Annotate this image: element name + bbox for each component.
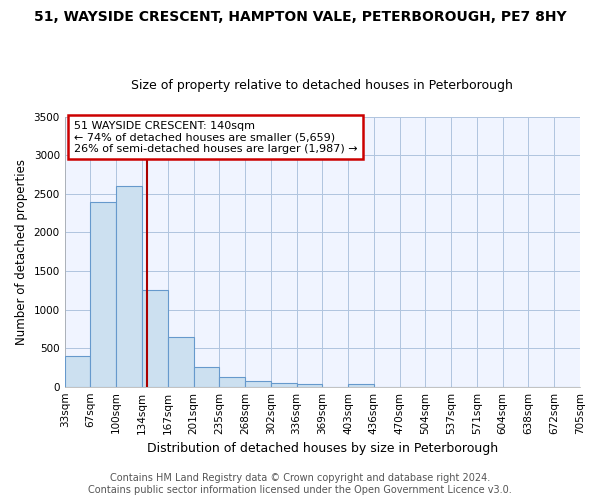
Bar	[91, 202, 116, 386]
Bar	[168, 336, 193, 386]
Bar	[296, 384, 322, 386]
Text: 51, WAYSIDE CRESCENT, HAMPTON VALE, PETERBOROUGH, PE7 8HY: 51, WAYSIDE CRESCENT, HAMPTON VALE, PETE…	[34, 10, 566, 24]
Bar	[142, 290, 168, 386]
Text: 51 WAYSIDE CRESCENT: 140sqm
← 74% of detached houses are smaller (5,659)
26% of : 51 WAYSIDE CRESCENT: 140sqm ← 74% of det…	[74, 120, 358, 154]
Bar	[219, 378, 245, 386]
X-axis label: Distribution of detached houses by size in Peterborough: Distribution of detached houses by size …	[147, 442, 498, 455]
Title: Size of property relative to detached houses in Peterborough: Size of property relative to detached ho…	[131, 79, 513, 92]
Bar	[193, 366, 219, 386]
Bar	[116, 186, 142, 386]
Bar	[271, 383, 296, 386]
Bar	[65, 356, 91, 386]
Bar	[348, 384, 374, 386]
Y-axis label: Number of detached properties: Number of detached properties	[15, 158, 28, 344]
Text: Contains HM Land Registry data © Crown copyright and database right 2024.
Contai: Contains HM Land Registry data © Crown c…	[88, 474, 512, 495]
Bar	[245, 382, 271, 386]
